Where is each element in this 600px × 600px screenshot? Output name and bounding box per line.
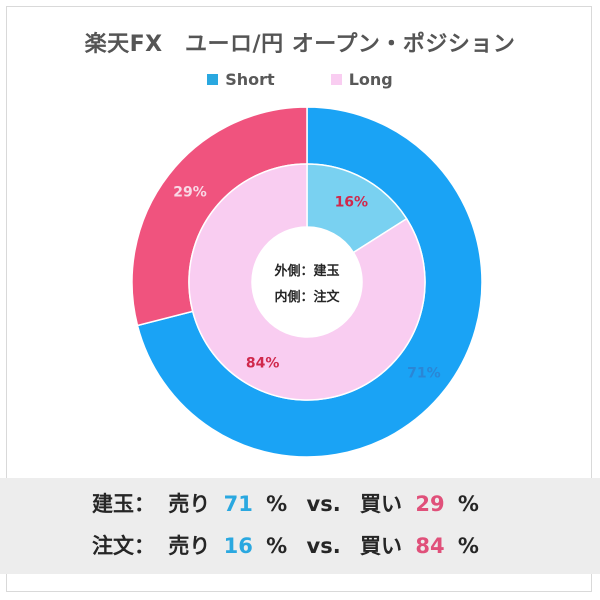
inner-slice-long — [188, 163, 426, 401]
slice-labels: 71% 29% 16% 84% — [173, 184, 440, 381]
summary-row-label: 注文： — [92, 534, 155, 558]
summary-sell-label: 売り — [168, 492, 211, 516]
outer-data-label-short: 71% — [407, 366, 441, 382]
summary-percent: % — [457, 534, 479, 558]
summary-row-label: 建玉： — [92, 492, 155, 516]
legend-swatch-short — [207, 74, 219, 85]
inner-slice-short — [306, 163, 408, 254]
summary-buy-value: 29 — [415, 492, 445, 516]
summary-buy-label: 買い — [360, 534, 403, 558]
summary-buy-label: 買い — [360, 492, 403, 516]
inner-data-label-long: 84% — [246, 356, 280, 372]
summary-row-positions: 建玉： 売り 71 % vs. 買い 29 % — [92, 488, 479, 518]
summary-percent: % — [266, 534, 288, 558]
summary-row-orders: 注文： 売り 16 % vs. 買い 84 % — [92, 530, 479, 560]
summary-vs: vs. — [306, 534, 341, 558]
legend-item-short: Short — [207, 70, 275, 89]
summary-vs: vs. — [306, 492, 341, 516]
legend-label-short: Short — [225, 70, 275, 89]
summary-buy-value: 84 — [415, 534, 445, 558]
inner-ring — [188, 163, 426, 401]
summary-percent: % — [266, 492, 288, 516]
legend-swatch-long — [330, 74, 342, 85]
summary-panel: 建玉： 売り 71 % vs. 買い 29 % 注文： 売り 16 % vs. … — [0, 478, 600, 574]
center-label-inner: 内側：注文 — [274, 289, 340, 305]
summary-percent: % — [457, 492, 479, 516]
legend: Short Long — [0, 70, 600, 89]
legend-item-long: Long — [330, 70, 393, 89]
outer-ring — [131, 106, 483, 458]
outer-data-label-long: 29% — [173, 184, 207, 200]
summary-sell-value: 71 — [223, 492, 253, 516]
legend-label-long: Long — [348, 70, 393, 89]
center-label-outer: 外側：建玉 — [273, 263, 339, 279]
chart-title: 楽天FX ユーロ/円 オープン・ポジション — [84, 32, 516, 57]
summary-sell-value: 16 — [223, 534, 253, 558]
summary-sell-label: 売り — [168, 534, 211, 558]
inner-data-label-short: 16% — [335, 194, 369, 210]
